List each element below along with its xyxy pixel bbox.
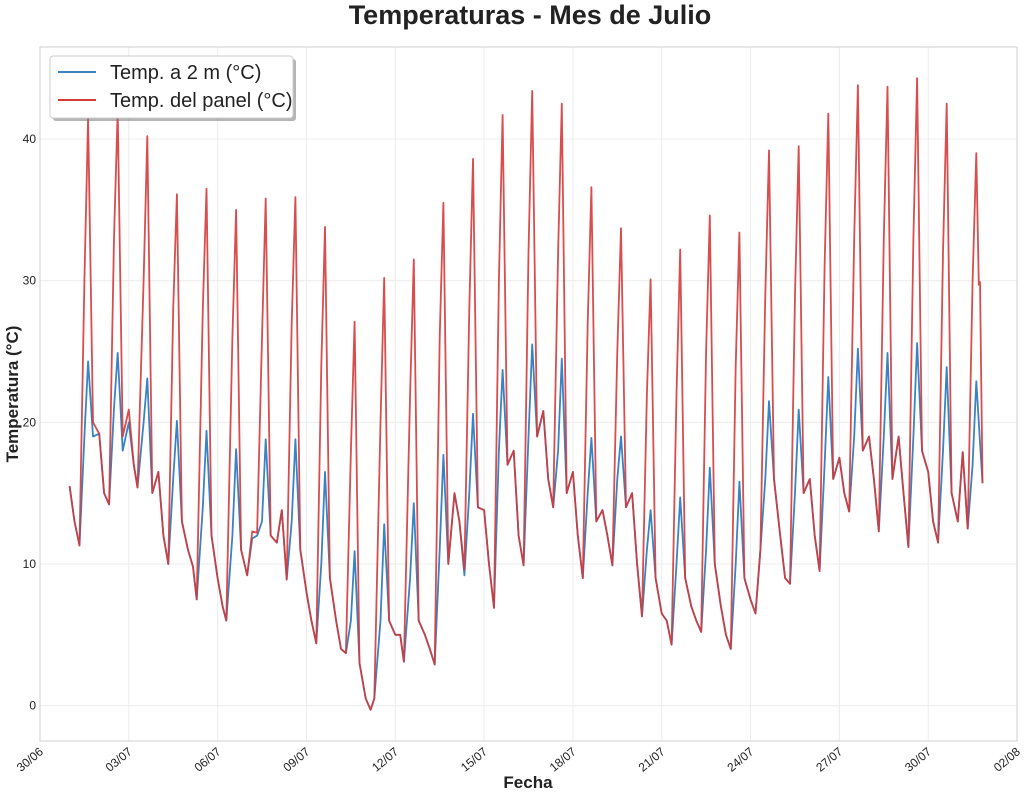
y-tick-label: 40 (23, 132, 37, 146)
series-layer (68, 77, 984, 711)
plot-frame (39, 46, 1018, 742)
y-tick-label: 20 (23, 415, 37, 429)
legend-box (49, 55, 294, 119)
y-tick-label: 30 (23, 274, 37, 288)
y-axis-label: Temperatura (°C) (3, 326, 22, 463)
y-tick-label: 0 (29, 699, 36, 713)
legend: Temp. a 2 m (°C) Temp. del panel (°C) (49, 55, 296, 121)
y-tick-label: 10 (23, 557, 37, 571)
y-axis-ticks: 0 10 20 30 40 (23, 132, 37, 713)
chart-title: Temperaturas - Mes de Julio (349, 0, 712, 30)
x-axis-label: Fecha (503, 773, 553, 792)
legend-label-temp-panel: Temp. del panel (°C) (110, 90, 293, 112)
legend-label-temp-2m: Temp. a 2 m (°C) (110, 62, 261, 84)
series-line-temp-panel (68, 77, 984, 711)
